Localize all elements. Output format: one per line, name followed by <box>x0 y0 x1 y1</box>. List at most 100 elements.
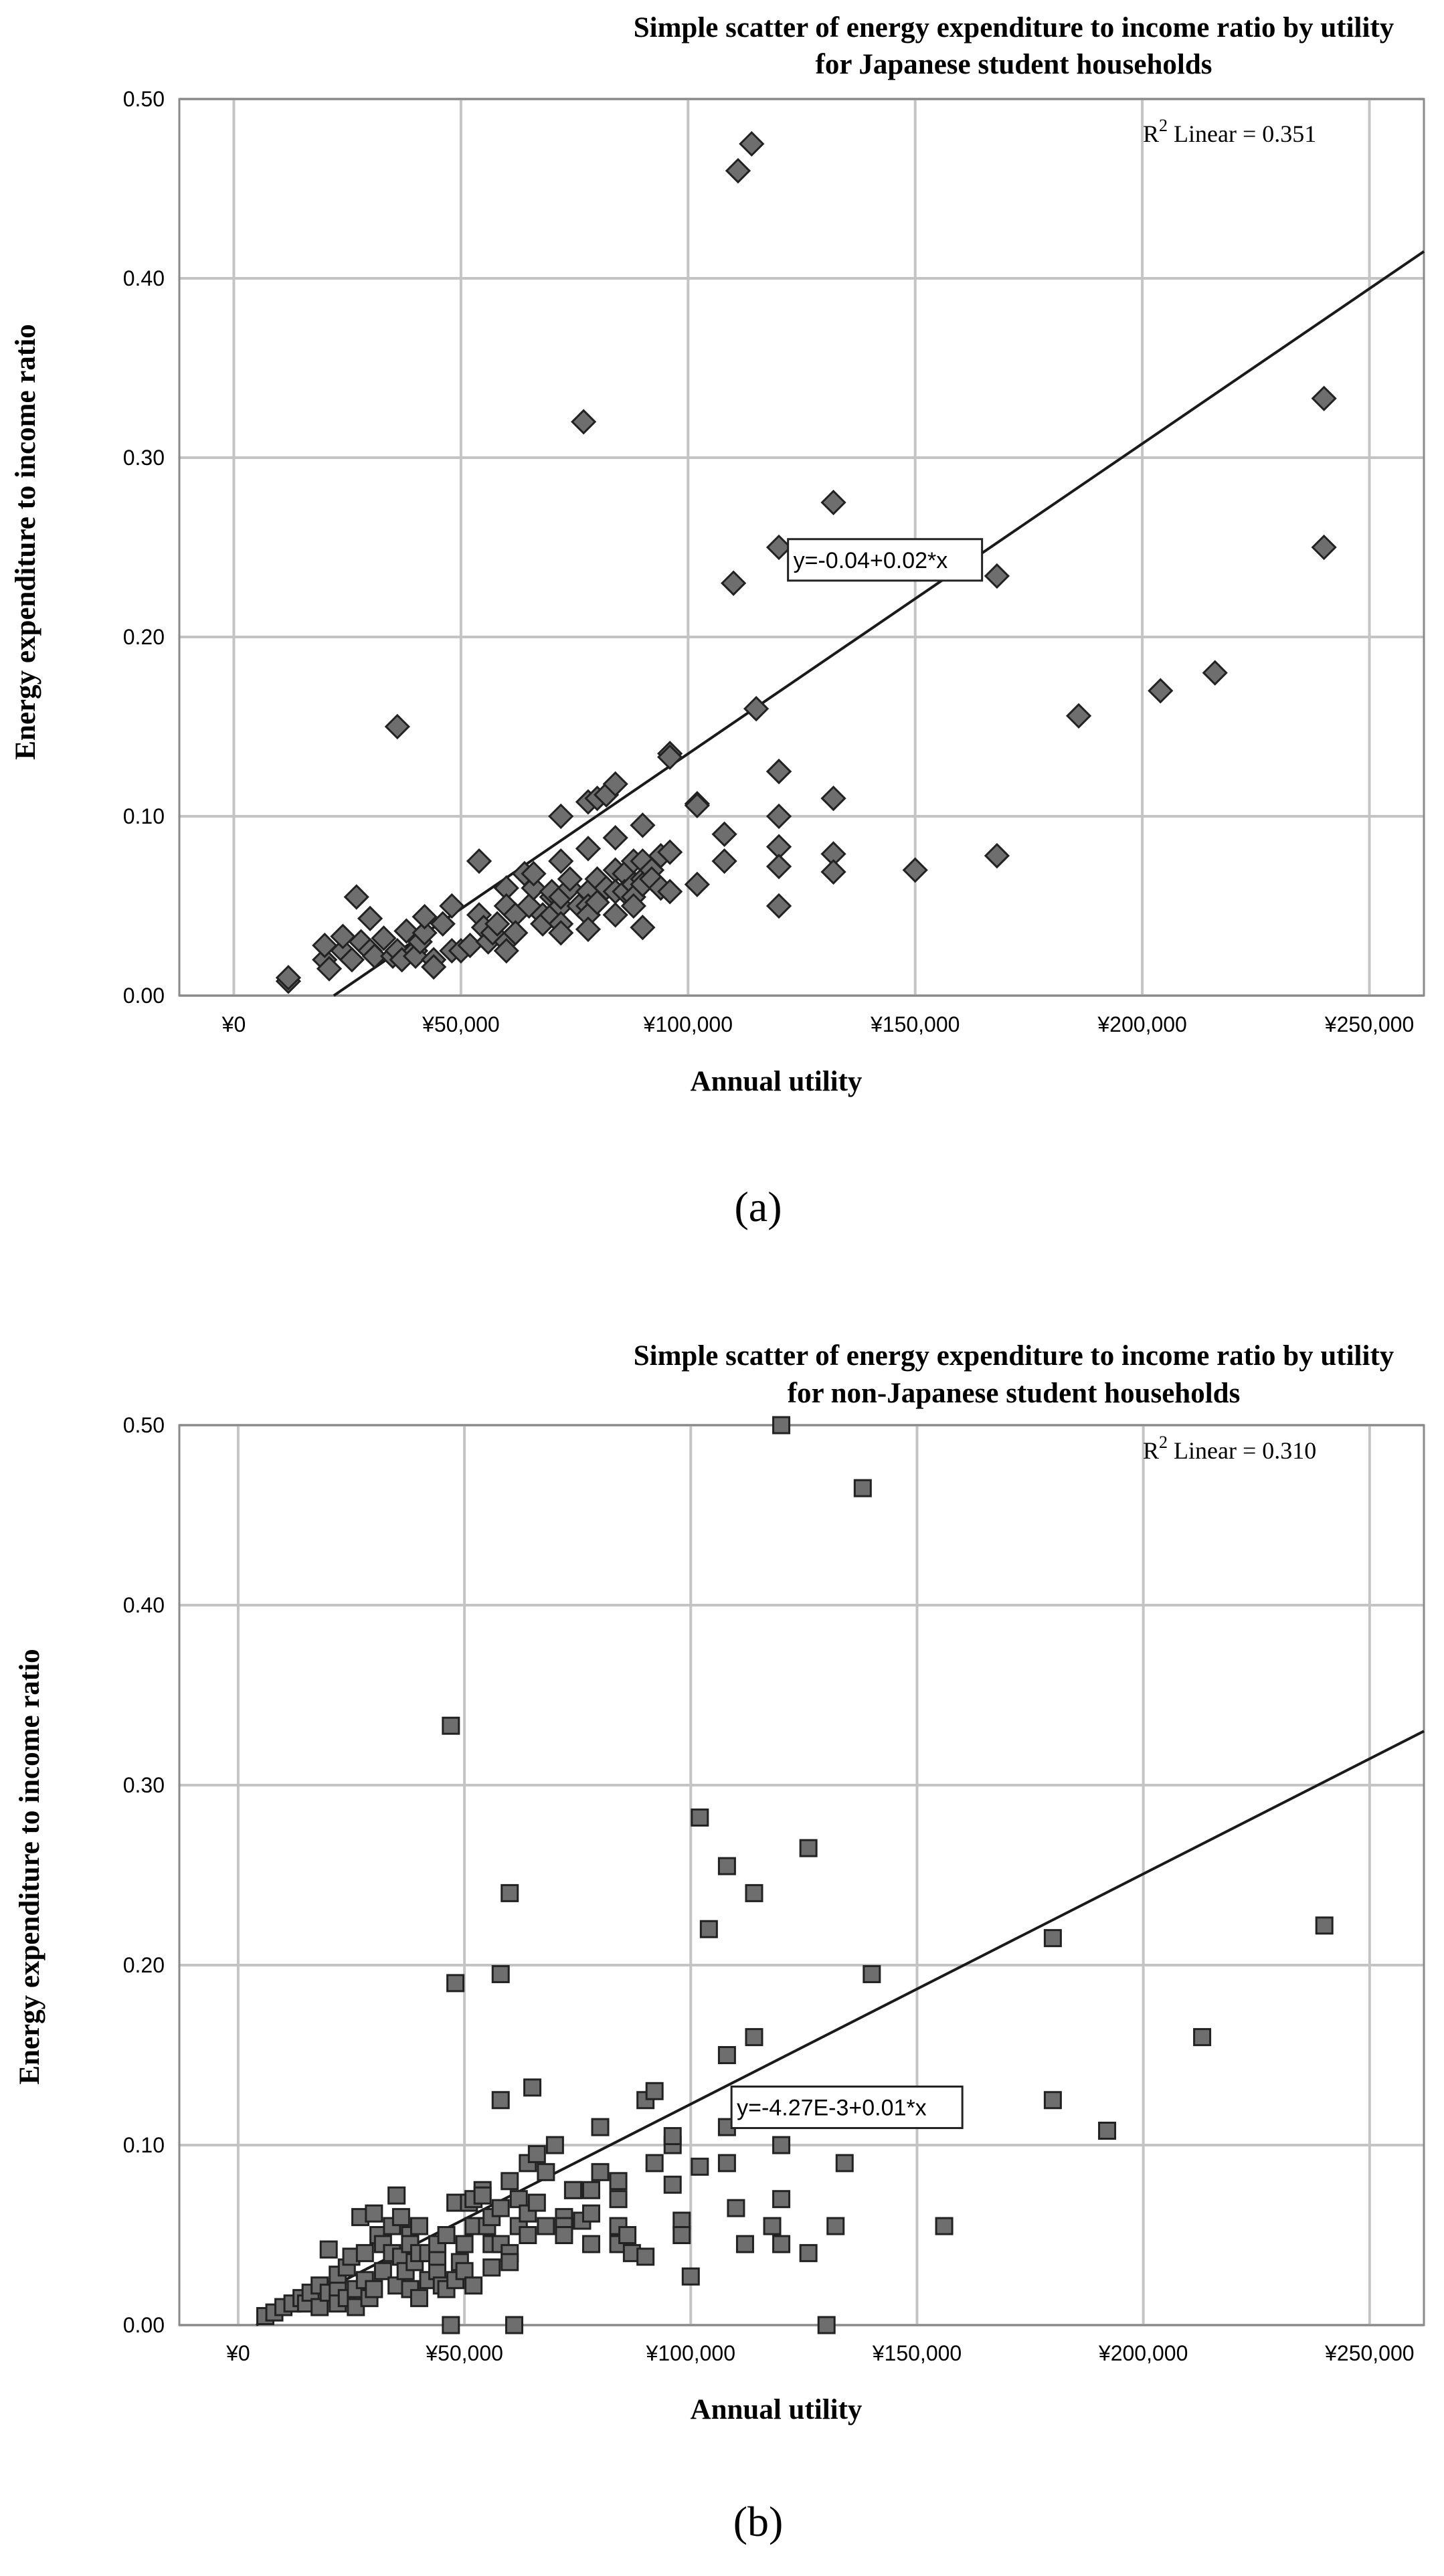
chart-a-point <box>575 916 602 942</box>
chart-b-point <box>555 2226 573 2244</box>
chart-b-point <box>609 2190 628 2209</box>
chart-b-plot-frame <box>178 1424 1425 2326</box>
chart-a-point <box>684 871 710 897</box>
chart-a-point <box>384 713 410 740</box>
chart-a-caption: (a) <box>734 1183 782 1230</box>
chart-a-point <box>765 893 792 919</box>
chart-a-point <box>602 771 628 797</box>
chart-b-point <box>455 2235 474 2253</box>
chart-a-y-tick-label: 0.40 <box>123 266 165 290</box>
chart-b-point <box>482 2258 501 2277</box>
chart-a-y-tick-label: 0.10 <box>123 804 165 828</box>
chart-b-r2-suffix: Linear = 0.310 <box>1168 1437 1316 1464</box>
chart-b-markers <box>256 1416 1334 2334</box>
chart-b-point <box>699 1920 718 1938</box>
chart-b-point <box>410 2217 428 2235</box>
chart-a-point <box>430 911 456 937</box>
chart-a-x-axis-label: Annual utility <box>691 1066 863 1097</box>
chart-b-point <box>410 2289 428 2308</box>
chart-a-point <box>657 879 683 905</box>
chart-a-point <box>820 786 846 812</box>
chart-a-point <box>316 955 343 982</box>
chart-b-point <box>636 2247 655 2266</box>
chart-b-point <box>519 2204 537 2223</box>
chart-a-point <box>548 920 574 946</box>
chart-a-point <box>984 563 1010 589</box>
chart-a-r2-label: R2 Linear = 0.351 <box>1143 116 1316 147</box>
chart-a-point <box>521 860 547 887</box>
chart-a-point <box>521 875 547 901</box>
chart-b-point <box>491 2199 510 2217</box>
chart-a-point <box>602 825 628 851</box>
chart-b-y-axis-label: Energy expenditure to income ratio <box>14 1649 46 2084</box>
chart-a-y-tick-label: 0.20 <box>123 625 165 649</box>
chart-a-fit-label-text: y=-0.04+0.02*x <box>794 548 948 573</box>
chart-b-r2-label: R2 Linear = 0.310 <box>1143 1433 1316 1464</box>
chart-a-point <box>339 947 365 973</box>
chart-a-point <box>725 158 751 184</box>
chart-b-point <box>717 2154 736 2173</box>
chart-a-x-tick-label: ¥200,000 <box>1097 1012 1186 1036</box>
chart-b-y-ticks: 0.00 0.10 0.20 0.30 0.40 0.50 <box>123 1413 165 2337</box>
chart-a-point <box>1148 678 1174 704</box>
chart-b-point <box>501 2172 519 2191</box>
chart-b-y-tick-label: 0.20 <box>123 1953 165 1977</box>
chart-a-point <box>571 409 597 435</box>
chart-a-point <box>1065 703 1092 729</box>
chart-b-point <box>745 2028 763 2047</box>
chart-b-point <box>799 1839 818 1857</box>
chart-a-point <box>575 836 602 862</box>
chart-b-point <box>563 2181 582 2199</box>
chart-a-point <box>371 925 397 951</box>
chart-b-point <box>853 1479 872 1497</box>
chart-b-fit-label: y=-4.27E-3+0.01*x <box>730 2086 964 2130</box>
chart-b-point <box>509 2190 528 2209</box>
chart-a-point <box>557 866 583 892</box>
chart-b-y-tick-label: 0.10 <box>123 2133 165 2157</box>
chart-a-point <box>1202 660 1228 686</box>
chart-a-point <box>466 848 492 875</box>
chart-b-point <box>442 2316 460 2334</box>
chart-b-point <box>772 2190 791 2209</box>
chart-a-point <box>1311 385 1337 411</box>
chart-b-x-tick-label: ¥100,000 <box>646 2341 735 2365</box>
chart-a-x-ticks: ¥0 ¥50,000 ¥100,000 ¥150,000 ¥200,000 ¥250,00… <box>221 1012 1415 1036</box>
chart-a-fit-line <box>333 250 1425 997</box>
chart-a-y-axis-label: Energy expenditure to income ratio <box>10 324 41 759</box>
chart-b-title-line-2: for non-Japanese student households <box>788 1378 1241 1409</box>
chart-b-point <box>609 2172 628 2191</box>
chart-b-point <box>663 2127 682 2146</box>
chart-a-point <box>343 884 369 910</box>
chart-a-point <box>503 920 529 946</box>
chart-a-point <box>630 915 656 941</box>
chart-a-point <box>684 792 710 819</box>
chart-b-point <box>491 1964 510 1983</box>
chart-b-point <box>491 2091 510 2110</box>
chart-a-x-tick-label: ¥0 <box>221 1012 246 1036</box>
chart-b-point <box>537 2163 555 2181</box>
chart-a-x-tick-label: ¥250,000 <box>1324 1012 1414 1036</box>
chart-a-point <box>657 839 683 865</box>
chart-b-point <box>319 2240 338 2259</box>
chart-b-point <box>437 2226 456 2244</box>
chart-b-point <box>591 2163 610 2181</box>
chart-a-point <box>765 803 792 830</box>
chart-b-point <box>581 2181 600 2199</box>
chart-a-x-tick-label: ¥100,000 <box>643 1012 733 1036</box>
chart-b-point <box>391 2208 410 2227</box>
chart-b-point <box>537 2217 555 2235</box>
chart-b-point <box>387 2186 406 2205</box>
chart-b-point <box>1043 1929 1062 1948</box>
chart-b-point <box>446 1974 465 1993</box>
chart-b-point <box>645 2154 664 2173</box>
chart-b-point <box>519 2226 537 2244</box>
chart-a-point <box>439 893 465 919</box>
chart-b-point <box>1098 2121 1117 2140</box>
chart-a-point <box>711 848 737 875</box>
chart-a-point <box>602 902 628 928</box>
chart-b-point <box>1193 2028 1212 2047</box>
chart-a-y-tick-label: 0.50 <box>123 87 165 111</box>
chart-b-r2-sup: 2 <box>1159 1433 1168 1452</box>
chart-b-y-tick-label: 0.40 <box>123 1593 165 1617</box>
